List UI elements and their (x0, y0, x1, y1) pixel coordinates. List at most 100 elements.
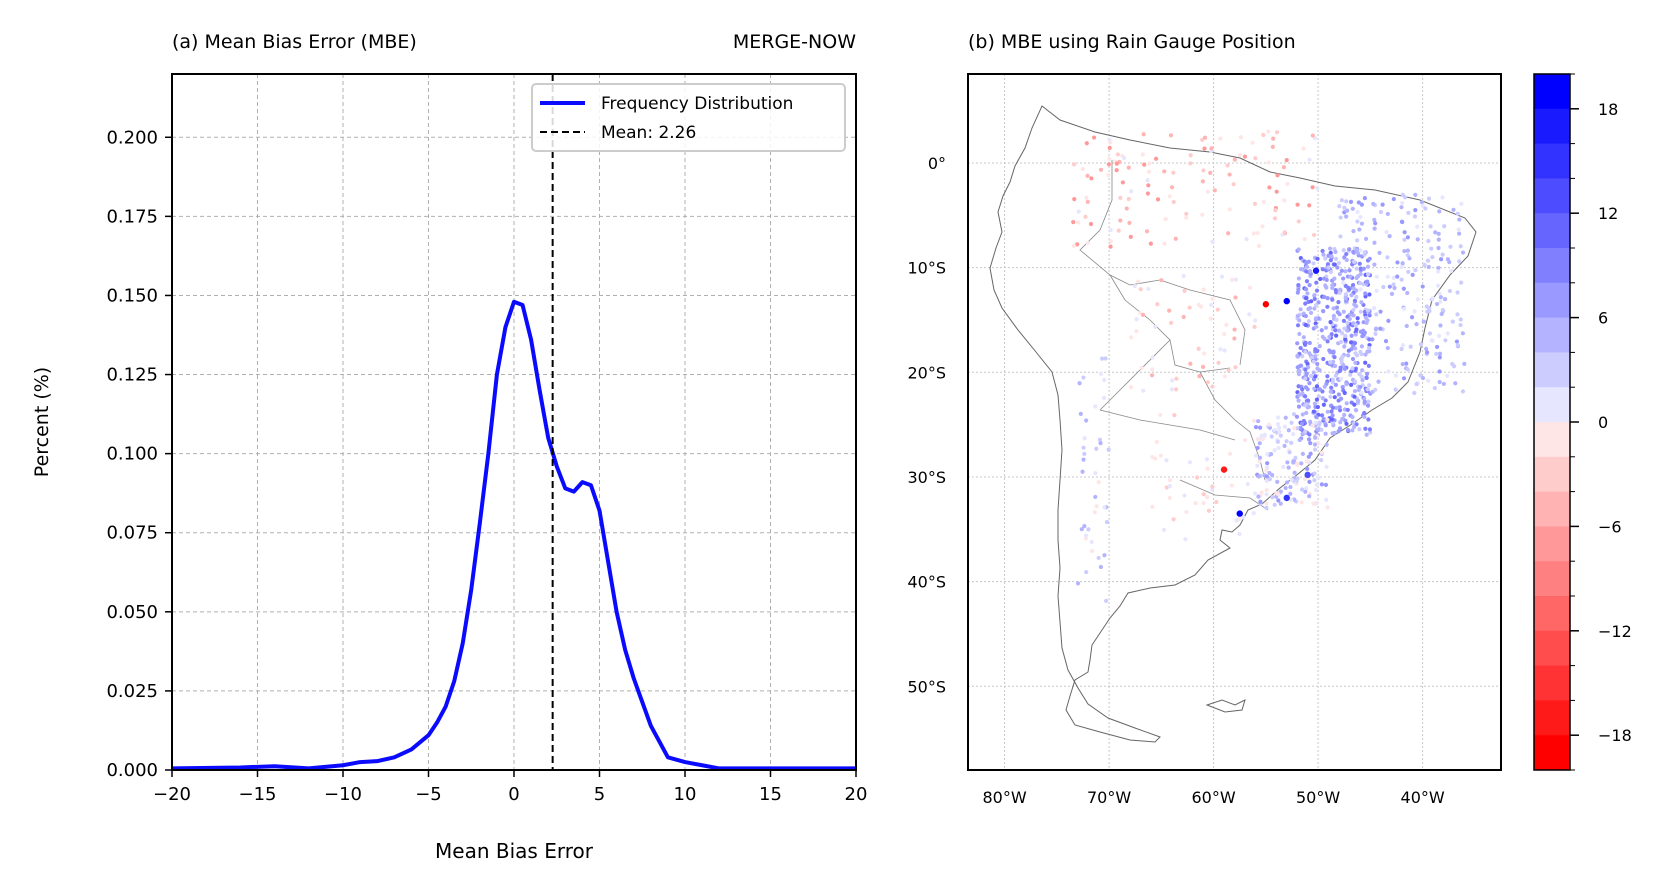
gauge-point (1336, 392, 1341, 397)
gauge-point (1330, 413, 1335, 418)
gauge-point (1366, 271, 1371, 277)
gauge-point (1321, 252, 1326, 257)
gauge-point (1293, 455, 1298, 460)
gauge-point (1319, 427, 1324, 433)
gauge-point (1129, 335, 1134, 340)
gauge-point (1128, 385, 1134, 390)
gauge-point (1296, 384, 1301, 389)
gauge-point (1084, 418, 1089, 423)
gauge-point (1325, 262, 1331, 267)
gauge-point (1413, 267, 1418, 273)
gauge-point (1307, 479, 1312, 485)
gauge-point (1378, 309, 1383, 314)
gauge-point (1365, 387, 1370, 392)
gauge-point (1405, 253, 1410, 258)
gauge-point (1275, 439, 1281, 444)
gauge-point (1354, 266, 1359, 271)
gauge-point (1356, 398, 1361, 403)
gauge-point (1321, 308, 1326, 314)
gauge-point (1434, 351, 1439, 357)
gauge-point (1085, 241, 1090, 246)
gauge-point (1204, 457, 1210, 462)
gauge-point (1267, 185, 1272, 190)
gauge-point (1114, 168, 1119, 173)
gauge-point (1140, 152, 1145, 157)
x-tick-label: −10 (324, 784, 362, 805)
gauge-point (1426, 196, 1432, 201)
gauge-point (1348, 274, 1353, 279)
gauge-point (1124, 206, 1129, 211)
gauge-point (1436, 231, 1441, 236)
gauge-point (1380, 202, 1385, 207)
gauge-point (1338, 287, 1343, 292)
gauge-point (1437, 291, 1442, 296)
gauge-point (1155, 197, 1161, 202)
gauge-point (1341, 276, 1346, 281)
gauge-point (1418, 342, 1424, 347)
gauge-point (1307, 269, 1313, 274)
gauge-point (1108, 228, 1113, 233)
gauge-point (1455, 290, 1460, 295)
gauge-point (1295, 202, 1300, 207)
gauge-point (1114, 161, 1119, 166)
gauge-point (1314, 482, 1319, 487)
gauge-point (1292, 470, 1297, 475)
gauge-point (1188, 161, 1193, 166)
colorbar-cell (1534, 561, 1570, 597)
gauge-point (1325, 295, 1330, 301)
gauge-point (1355, 209, 1360, 215)
gauge-point (1310, 423, 1315, 428)
gauge-point (1373, 326, 1379, 331)
gauge-point (1315, 186, 1320, 191)
gauge-point (1348, 372, 1353, 377)
gauge-point (1343, 283, 1348, 288)
gauge-point-highlight (1283, 494, 1290, 502)
gauge-point (1259, 490, 1264, 495)
gauge-point (1093, 404, 1098, 409)
colorbar-cell (1534, 630, 1570, 667)
gauge-point (1169, 387, 1175, 392)
gauge-point (1365, 264, 1371, 269)
gauge-point (1351, 307, 1356, 313)
gauge-point (1312, 471, 1317, 476)
gauge-point (1367, 313, 1372, 318)
gauge-point (1328, 320, 1333, 325)
gauge-point (1196, 346, 1201, 351)
gauge-point (1374, 288, 1379, 293)
gauge-point (1085, 173, 1090, 179)
gauge-point (1281, 464, 1286, 469)
gauge-point (1282, 230, 1287, 235)
gauge-point (1360, 378, 1365, 383)
gauge-point (1140, 312, 1146, 317)
gauge-point (1184, 509, 1189, 515)
panel-a-x-ticks: −20 −15 −10 −5 0 5 10 15 20 (153, 770, 867, 805)
gauge-point (1312, 306, 1317, 311)
gauge-point (1319, 328, 1324, 333)
gauge-point (1154, 439, 1159, 445)
gauge-point (1338, 420, 1343, 425)
gauge-point (1328, 269, 1333, 275)
gauge-point (1436, 245, 1441, 251)
gauge-point (1309, 355, 1314, 360)
gauge-point (1402, 237, 1407, 242)
gauge-point (1439, 311, 1444, 317)
gauge-point (1107, 156, 1112, 161)
gauge-point (1387, 234, 1392, 239)
gauge-point (1153, 156, 1159, 161)
gauge-point (1315, 256, 1320, 261)
gauge-point (1310, 133, 1315, 138)
gauge-point (1328, 394, 1333, 399)
gauge-point (1303, 394, 1308, 399)
gauge-point (1415, 224, 1420, 229)
gauge-point (1353, 360, 1358, 365)
gauge-point (1096, 480, 1101, 485)
gauge-point (1172, 413, 1177, 418)
gauge-point (1259, 433, 1264, 438)
longitude-label: 40°W (1401, 788, 1445, 807)
gauge-point (1297, 331, 1302, 337)
gauge-point (1437, 355, 1442, 360)
gauge-point (1313, 321, 1318, 326)
gauge-point (1438, 299, 1443, 304)
latitude-label: 0° (928, 154, 946, 173)
gauge-point (1391, 282, 1396, 287)
